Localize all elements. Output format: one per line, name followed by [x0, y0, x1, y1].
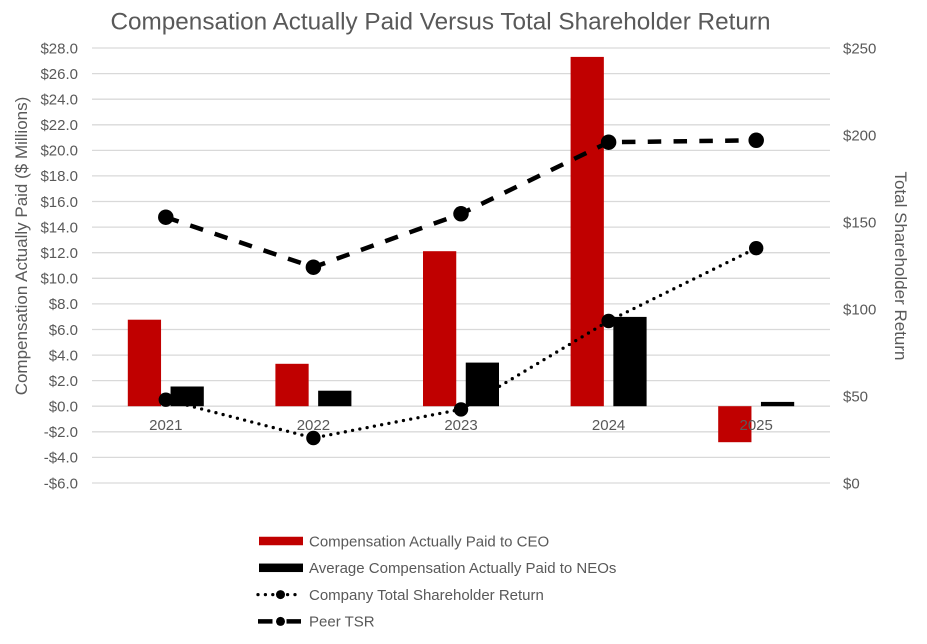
svg-text:$0.0: $0.0 — [49, 399, 78, 416]
svg-text:Total Shareholder Return: Total Shareholder Return — [891, 171, 910, 360]
svg-text:$100: $100 — [843, 301, 876, 318]
svg-text:$10.0: $10.0 — [40, 271, 78, 288]
svg-text:$200: $200 — [843, 127, 876, 144]
svg-text:-$2.0: -$2.0 — [44, 424, 78, 441]
svg-text:$12.0: $12.0 — [40, 245, 78, 262]
svg-text:2023: 2023 — [444, 417, 477, 434]
svg-text:Compensation Actually Paid Ver: Compensation Actually Paid Versus Total … — [110, 9, 770, 36]
svg-text:$26.0: $26.0 — [40, 66, 78, 83]
svg-text:2024: 2024 — [592, 417, 625, 434]
svg-text:2025: 2025 — [740, 417, 773, 434]
svg-text:-$4.0: -$4.0 — [44, 450, 78, 467]
svg-text:$250: $250 — [843, 40, 876, 57]
svg-text:$4.0: $4.0 — [49, 347, 78, 364]
svg-text:Average Compensation Actually: Average Compensation Actually Paid to NE… — [309, 560, 616, 577]
svg-text:$0: $0 — [843, 475, 860, 492]
svg-text:$18.0: $18.0 — [40, 168, 78, 185]
svg-text:$24.0: $24.0 — [40, 92, 78, 109]
svg-text:$28.0: $28.0 — [40, 40, 78, 57]
svg-text:Compensation Actually Paid ($: Compensation Actually Paid ($ Millions) — [12, 97, 31, 396]
svg-text:$150: $150 — [843, 214, 876, 231]
svg-text:2022: 2022 — [297, 417, 330, 434]
svg-text:$50: $50 — [843, 388, 868, 405]
svg-text:$16.0: $16.0 — [40, 194, 78, 211]
svg-text:-$6.0: -$6.0 — [44, 475, 78, 492]
svg-text:$14.0: $14.0 — [40, 219, 78, 236]
svg-text:$2.0: $2.0 — [49, 373, 78, 390]
svg-text:$8.0: $8.0 — [49, 296, 78, 313]
svg-text:Peer TSR: Peer TSR — [309, 614, 375, 631]
svg-text:Compensation Actually Paid to: Compensation Actually Paid to CEO — [309, 533, 549, 550]
svg-text:$6.0: $6.0 — [49, 322, 78, 339]
svg-text:2021: 2021 — [149, 417, 182, 434]
svg-text:Company Total Shareholder Retu: Company Total Shareholder Return — [309, 587, 544, 604]
svg-text:$22.0: $22.0 — [40, 117, 78, 134]
svg-text:$20.0: $20.0 — [40, 143, 78, 160]
